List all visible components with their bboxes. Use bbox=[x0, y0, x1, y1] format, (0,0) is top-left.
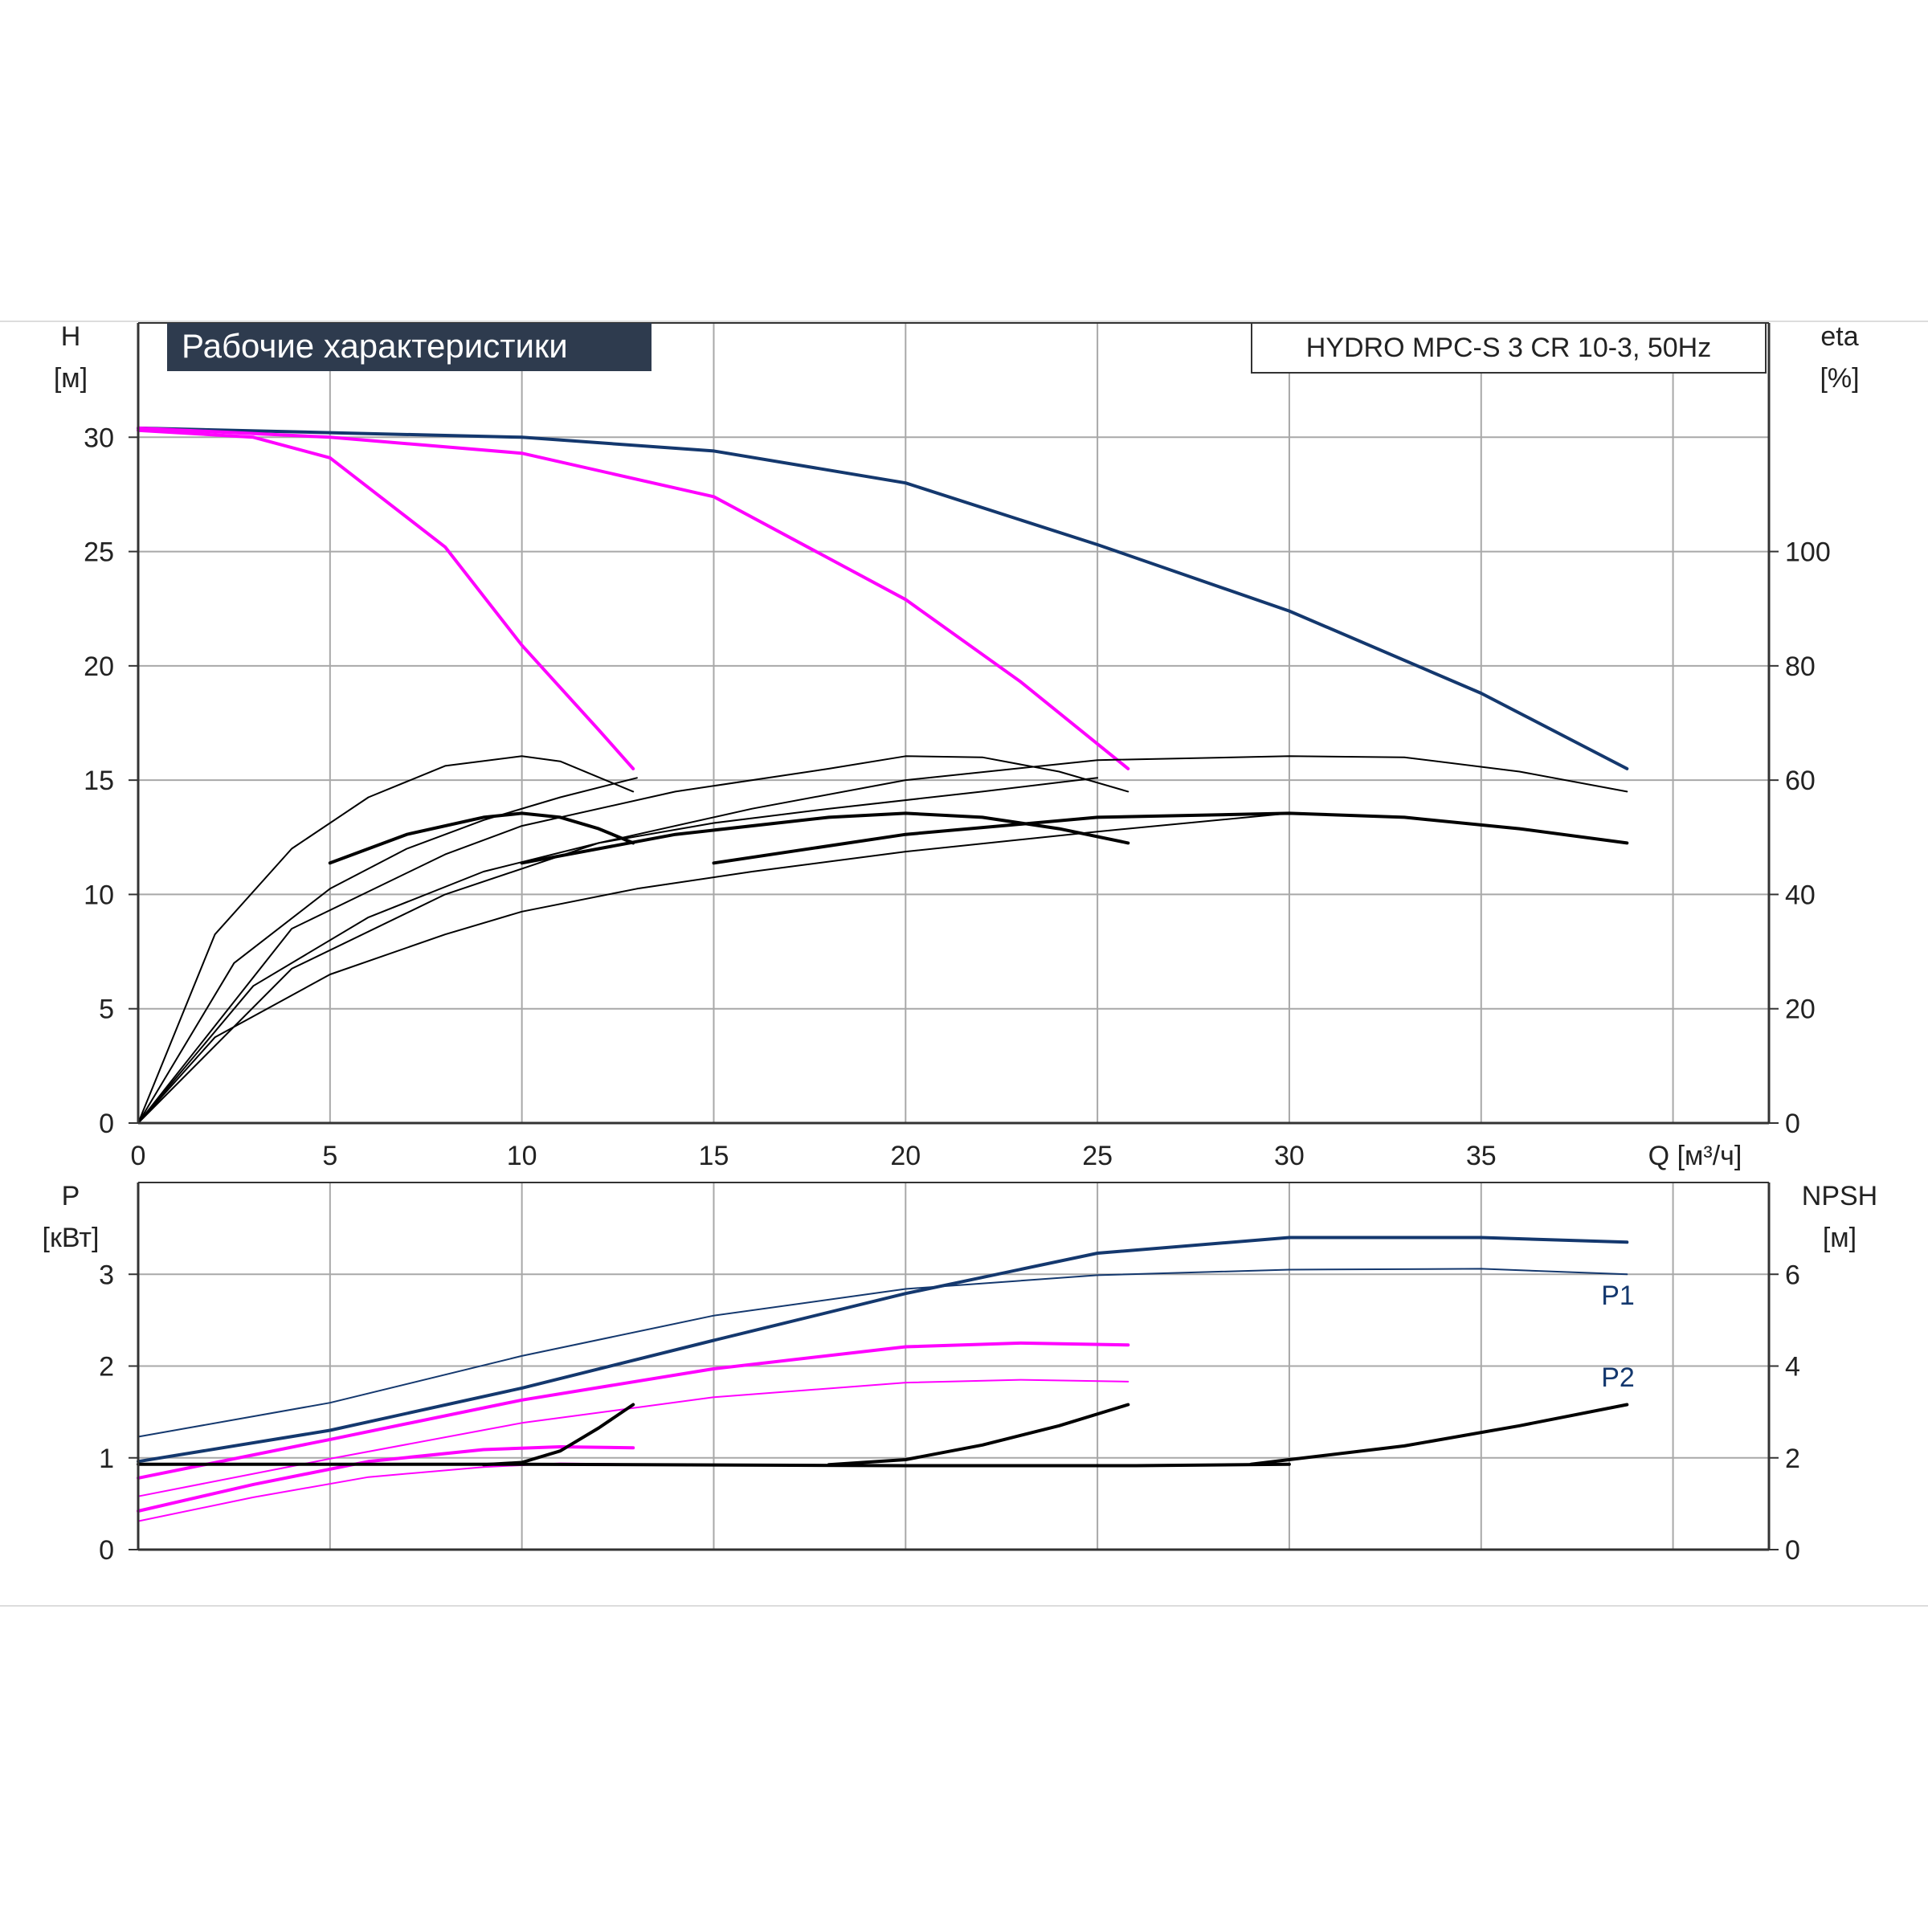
head-xtick-label: 30 bbox=[1274, 1141, 1305, 1171]
power-curve-7 bbox=[481, 1403, 635, 1467]
p2-annotation: P2 bbox=[1601, 1362, 1635, 1393]
head-ytick-label: 0 bbox=[99, 1109, 114, 1139]
head-curve-7 bbox=[137, 755, 1628, 1124]
head-curve-8 bbox=[712, 811, 1629, 865]
head-curve-1 bbox=[137, 426, 1130, 770]
power-left-axis-unit: [кВт] bbox=[43, 1223, 100, 1253]
head-xtick-label: 5 bbox=[322, 1141, 337, 1171]
head-ytick-label: 20 bbox=[84, 651, 114, 682]
head-ytick-label: 15 bbox=[84, 766, 114, 796]
head-y2tick-label: 20 bbox=[1785, 995, 1816, 1025]
head-y2tick-label: 80 bbox=[1785, 651, 1816, 682]
head-curve-2 bbox=[137, 428, 635, 770]
power-y2tick-label: 0 bbox=[1785, 1535, 1800, 1566]
power-curve-4 bbox=[137, 1445, 635, 1513]
chart-title: Рабочие характеристики bbox=[182, 327, 568, 365]
power-y2tick-label: 4 bbox=[1785, 1352, 1800, 1383]
head-curve-3 bbox=[137, 755, 635, 1124]
power-y2tick-label: 2 bbox=[1785, 1444, 1800, 1474]
model-box bbox=[1251, 322, 1767, 374]
power-curve-1 bbox=[137, 1268, 1628, 1438]
head-y2tick-label: 40 bbox=[1785, 880, 1816, 910]
head-xtick-label: 10 bbox=[507, 1141, 537, 1171]
head-curve-6 bbox=[520, 811, 1130, 865]
head-xtick-label: 20 bbox=[890, 1141, 921, 1171]
head-left-axis-label: H bbox=[61, 321, 81, 352]
head-right-axis-unit: [%] bbox=[1820, 363, 1859, 394]
power-ytick-label: 0 bbox=[99, 1535, 114, 1566]
head-ytick-label: 30 bbox=[84, 423, 114, 453]
head-y2tick-label: 0 bbox=[1785, 1109, 1800, 1139]
head-left-axis-unit: [м] bbox=[54, 363, 88, 394]
head-curve-5 bbox=[137, 755, 1129, 1124]
power-y2tick-label: 6 bbox=[1785, 1260, 1800, 1290]
head-y2tick-label: 100 bbox=[1785, 537, 1831, 568]
power-right-axis-unit: [м] bbox=[1823, 1223, 1857, 1253]
head-curve-10 bbox=[137, 777, 1099, 1124]
head-curve-9 bbox=[137, 812, 1290, 1124]
head-xtick-label: 0 bbox=[131, 1141, 146, 1171]
power-ytick-label: 2 bbox=[99, 1352, 114, 1383]
head-xtick-label: 15 bbox=[699, 1141, 729, 1171]
power-curve-3 bbox=[137, 1379, 1129, 1497]
power-curve-0 bbox=[137, 1236, 1629, 1464]
head-ytick-label: 10 bbox=[84, 880, 114, 910]
power-curve-2 bbox=[137, 1341, 1130, 1480]
power-right-axis-label: NPSH bbox=[1802, 1181, 1877, 1211]
head-curve-0 bbox=[137, 426, 1629, 770]
head-right-axis-label: eta bbox=[1820, 321, 1858, 352]
power-ytick-label: 3 bbox=[99, 1260, 114, 1290]
power-curve-8 bbox=[827, 1403, 1130, 1467]
head-x-axis-label: Q [м³/ч] bbox=[1648, 1141, 1742, 1171]
power-ytick-label: 1 bbox=[99, 1444, 114, 1474]
head-ytick-label: 5 bbox=[99, 995, 114, 1025]
title-box bbox=[167, 323, 652, 371]
p1-annotation: P1 bbox=[1601, 1281, 1635, 1311]
head-y2tick-label: 60 bbox=[1785, 766, 1816, 796]
head-ytick-label: 25 bbox=[84, 537, 114, 568]
head-xtick-label: 25 bbox=[1082, 1141, 1113, 1171]
power-curve-6 bbox=[137, 1462, 1291, 1468]
head-curve-4 bbox=[328, 811, 635, 865]
power-curve-9 bbox=[1249, 1403, 1629, 1466]
power-left-axis-label: P bbox=[62, 1181, 80, 1211]
head-xtick-label: 35 bbox=[1466, 1141, 1497, 1171]
model-label: HYDRO MPC-S 3 CR 10-3, 50Hz bbox=[1306, 333, 1711, 363]
head-curve-11 bbox=[137, 777, 638, 1124]
